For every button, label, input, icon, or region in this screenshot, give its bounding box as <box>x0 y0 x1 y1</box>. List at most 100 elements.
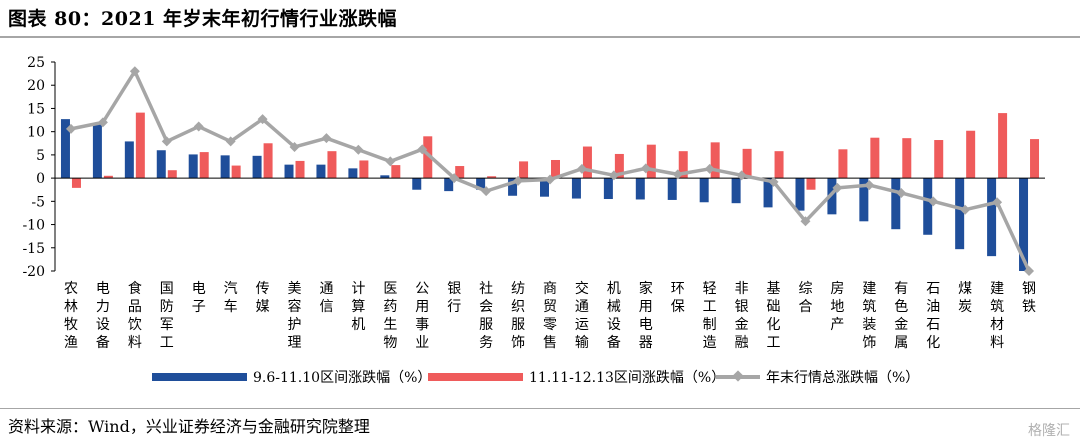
top-rule <box>0 36 1080 38</box>
line-point-12 <box>449 173 460 184</box>
bottom-rule <box>0 408 1080 409</box>
bar-blue-28 <box>955 178 965 250</box>
bar-blue-12 <box>444 178 454 192</box>
bar-red-18 <box>646 144 656 179</box>
bar-blue-9 <box>348 168 358 179</box>
y-tick-label: 10 <box>27 125 45 141</box>
legend-item-red: 11.11-12.13区间涨跌幅（%） <box>428 368 725 386</box>
bar-blue-3 <box>156 150 166 179</box>
line-point-10 <box>385 156 396 167</box>
y-tick-label: -10 <box>22 218 45 234</box>
bar-red-5 <box>231 165 241 179</box>
bar-blue-14 <box>508 178 518 196</box>
line-point-20 <box>704 163 715 174</box>
bar-blue-0 <box>60 119 70 179</box>
x-tick-label: 综合 <box>798 281 812 315</box>
line-point-13 <box>481 186 492 197</box>
bar-blue-5 <box>220 155 230 179</box>
legend-swatch-line <box>716 370 760 382</box>
bar-red-1 <box>103 175 113 179</box>
bar-blue-8 <box>316 164 326 179</box>
bar-red-20 <box>710 142 720 179</box>
bar-red-6 <box>263 143 273 179</box>
chart-title: 图表 80：2021 年岁末年初行情行业涨跌幅 <box>8 8 398 30</box>
line-point-27 <box>928 196 939 207</box>
bar-blue-20 <box>699 178 709 203</box>
watermark: 格隆汇 <box>1028 423 1070 439</box>
legend-item-line: 年末行情总涨跌幅（%） <box>716 368 919 386</box>
line-point-21 <box>736 170 747 181</box>
line-point-29 <box>992 197 1003 208</box>
x-tick-label: 银行 <box>447 281 461 315</box>
line-point-3 <box>161 136 172 147</box>
line-point-15 <box>545 174 555 185</box>
line-point-6 <box>257 114 268 125</box>
bar-blue-18 <box>635 178 645 200</box>
x-tick-label: 医药生物 <box>383 281 397 351</box>
legend-label-blue: 9.6-11.10区间涨跌幅（%） <box>253 370 432 386</box>
x-tick-label: 家用电器 <box>639 280 653 351</box>
x-tick-label: 交通运输 <box>575 280 589 351</box>
y-tick-label: -15 <box>22 241 45 257</box>
bar-blue-4 <box>188 154 198 179</box>
y-tick-label: 15 <box>27 101 45 117</box>
x-tick-label: 煤炭 <box>958 281 972 315</box>
line-point-25 <box>864 180 875 191</box>
line-point-1 <box>97 117 108 128</box>
bar-blue-25 <box>859 178 869 222</box>
y-tick-label: 5 <box>36 148 45 164</box>
x-tick-label: 环保 <box>671 281 685 315</box>
line-point-9 <box>353 144 364 155</box>
line-point-4 <box>193 121 204 132</box>
legend-diamond <box>732 370 744 382</box>
bar-blue-2 <box>124 141 134 179</box>
bar-blue-10 <box>380 175 390 179</box>
bar-red-10 <box>391 165 401 179</box>
x-tick-label: 汽车 <box>224 281 238 315</box>
bar-red-21 <box>742 148 752 179</box>
x-tick-label: 石油石化 <box>926 281 940 351</box>
bar-blue-15 <box>540 178 549 197</box>
bar-blue-21 <box>731 178 741 204</box>
bar-red-12 <box>455 166 465 179</box>
x-tick-label: 传媒 <box>256 281 270 315</box>
bar-blue-27 <box>923 178 933 235</box>
x-tick-label: 公用事业 <box>415 281 429 351</box>
bar-red-0 <box>71 178 81 188</box>
line-point-14 <box>513 175 524 186</box>
x-tick-label: 商贸零售 <box>543 281 557 351</box>
bar-red-24 <box>838 149 848 179</box>
line-point-8 <box>321 133 332 144</box>
line-point-23 <box>800 216 811 227</box>
x-tick-label: 建筑装饰 <box>862 281 876 351</box>
bar-red-17 <box>614 153 624 179</box>
bar-red-4 <box>199 152 209 179</box>
legend-swatch-red <box>428 373 523 381</box>
bar-red-22 <box>774 151 784 179</box>
x-tick-label: 社会服务 <box>479 281 493 351</box>
legend-label-red: 11.11-12.13区间涨跌幅（%） <box>529 370 726 386</box>
line-point-17 <box>608 170 619 181</box>
x-tick-label: 钢铁 <box>1022 281 1036 315</box>
bar-blue-30 <box>1019 178 1029 271</box>
bar-blue-17 <box>603 178 613 200</box>
x-tick-label: 食品饮料 <box>128 280 142 351</box>
line-point-30 <box>1024 266 1035 276</box>
line-series <box>70 69 1031 272</box>
bar-blue-16 <box>571 178 581 199</box>
bar-blue-6 <box>252 155 262 179</box>
bar-red-26 <box>902 138 912 179</box>
line-point-7 <box>289 141 300 152</box>
bar-red-2 <box>135 112 145 179</box>
x-tick-label: 电子 <box>192 281 206 315</box>
bar-red-30 <box>1030 139 1040 179</box>
bar-red-15 <box>551 159 560 179</box>
bar-blue-13 <box>476 178 486 190</box>
bar-red-23 <box>806 178 816 190</box>
line-point-16 <box>576 163 587 174</box>
bar-blue-22 <box>763 178 773 208</box>
bar-blue-7 <box>284 164 294 179</box>
bar-blue-19 <box>667 178 677 200</box>
